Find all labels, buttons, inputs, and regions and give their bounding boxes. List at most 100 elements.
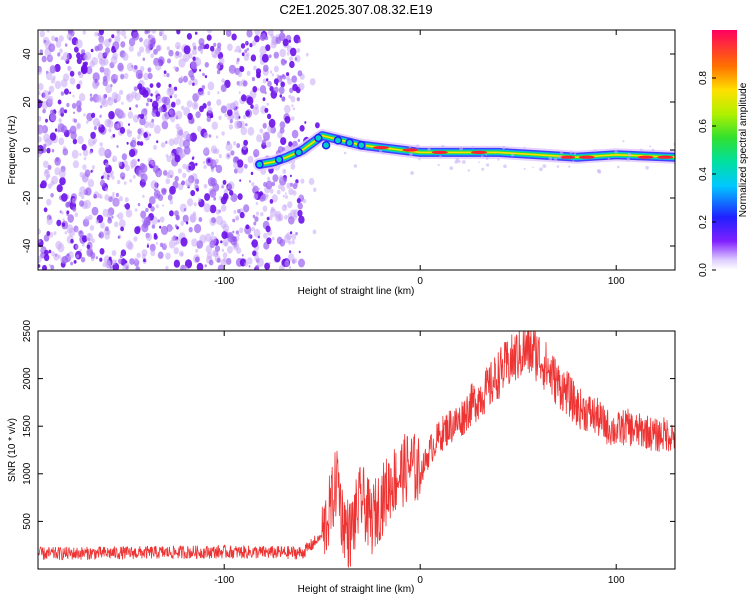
noise-dot: [315, 122, 320, 129]
noise-dot: [46, 198, 52, 206]
noise-dot: [266, 78, 269, 82]
noise-dot: [151, 118, 155, 123]
noise-dot: [45, 118, 48, 123]
noise-dot: [62, 52, 70, 62]
noise-dot: [51, 35, 56, 42]
noise-dot: [105, 150, 109, 155]
noise-dot: [213, 42, 217, 47]
noise-dot: [193, 254, 201, 264]
noise-dot: [297, 202, 303, 210]
noise-dot: [147, 157, 153, 165]
noise-dot: [50, 180, 55, 186]
noise-dot: [92, 79, 99, 89]
noise-dot: [231, 33, 237, 41]
noise-dot: [160, 225, 169, 235]
noise-dot: [253, 228, 261, 238]
noise-dot: [248, 265, 251, 268]
noise-dot: [267, 30, 274, 36]
noise-dot: [288, 265, 292, 270]
noise-dot: [272, 174, 279, 183]
noise-dot: [155, 204, 159, 209]
noise-dot: [127, 111, 134, 119]
noise-dot: [99, 257, 103, 262]
noise-dot: [247, 155, 254, 164]
x-tick-label: 100: [608, 575, 625, 586]
noise-dot: [90, 170, 93, 173]
noise-dot: [156, 95, 163, 104]
noise-dot: [151, 100, 159, 110]
noise-dot: [284, 215, 288, 220]
noise-dot: [91, 57, 98, 66]
noise-dot: [215, 164, 223, 174]
noise-dot: [289, 56, 294, 62]
noise-dot: [54, 37, 59, 42]
noise-dot: [99, 142, 103, 147]
noise-dot: [38, 264, 41, 268]
noise-dot: [107, 216, 111, 221]
noise-dot: [56, 219, 62, 227]
noise-dot: [230, 236, 238, 246]
bottom-x-axis-label: Height of straight line (km): [298, 584, 415, 595]
noise-dot: [40, 180, 47, 189]
noise-dot: [217, 42, 222, 48]
noise-dot: [129, 178, 133, 183]
noise-dot: [97, 121, 101, 127]
noise-dot: [269, 199, 274, 204]
noise-dot: [295, 231, 298, 236]
noise-dot: [294, 57, 298, 61]
noise-dot: [119, 172, 126, 180]
noise-dot: [147, 72, 153, 80]
noise-dot: [299, 194, 302, 199]
noise-dot: [76, 106, 82, 113]
noise-dot: [125, 260, 128, 264]
noise-dot: [220, 204, 227, 212]
noise-dot: [173, 259, 180, 268]
noise-dot: [236, 57, 240, 62]
noise-dot: [86, 248, 94, 257]
noise-dot: [73, 111, 75, 115]
noise-dot: [246, 96, 254, 106]
noise-dot: [229, 119, 233, 124]
noise-dot: [246, 52, 250, 57]
noise-dot: [247, 126, 255, 136]
noise-dot: [251, 182, 255, 187]
noise-dot: [66, 33, 73, 41]
ridge-peak: [559, 155, 576, 159]
faint-dot: [427, 147, 431, 151]
noise-dot: [174, 175, 179, 182]
noise-dot: [211, 217, 217, 224]
noise-dot: [82, 164, 87, 171]
noise-dot: [120, 73, 125, 80]
noise-dot: [169, 185, 176, 195]
noise-dot: [99, 66, 105, 73]
noise-dot: [281, 96, 286, 102]
noise-dot: [58, 137, 65, 146]
faint-dot: [626, 157, 630, 162]
noise-dot: [277, 184, 282, 190]
noise-dot: [98, 233, 102, 238]
noise-dot: [107, 120, 114, 128]
noise-dot: [86, 232, 93, 242]
faint-dot: [649, 145, 652, 148]
noise-dot: [76, 254, 80, 259]
noise-dot: [158, 106, 164, 113]
faint-dot: [569, 150, 573, 154]
noise-dot: [206, 34, 212, 41]
noise-dot: [69, 91, 72, 95]
bottom-plot-frame: [37, 330, 676, 570]
noise-dot: [194, 223, 202, 234]
noise-dot: [210, 114, 214, 119]
noise-dot: [253, 193, 259, 200]
noise-dot: [126, 94, 131, 100]
noise-dot: [114, 221, 119, 228]
noise-dot: [244, 261, 249, 267]
noise-dot: [170, 110, 176, 118]
noise-dot: [51, 149, 55, 153]
noise-dot: [76, 52, 81, 59]
noise-dot: [236, 143, 241, 149]
noise-dot: [175, 110, 183, 120]
noise-dot: [123, 72, 129, 80]
noise-dot: [161, 120, 169, 130]
noise-dot: [208, 259, 214, 266]
noise-dot: [250, 104, 254, 109]
